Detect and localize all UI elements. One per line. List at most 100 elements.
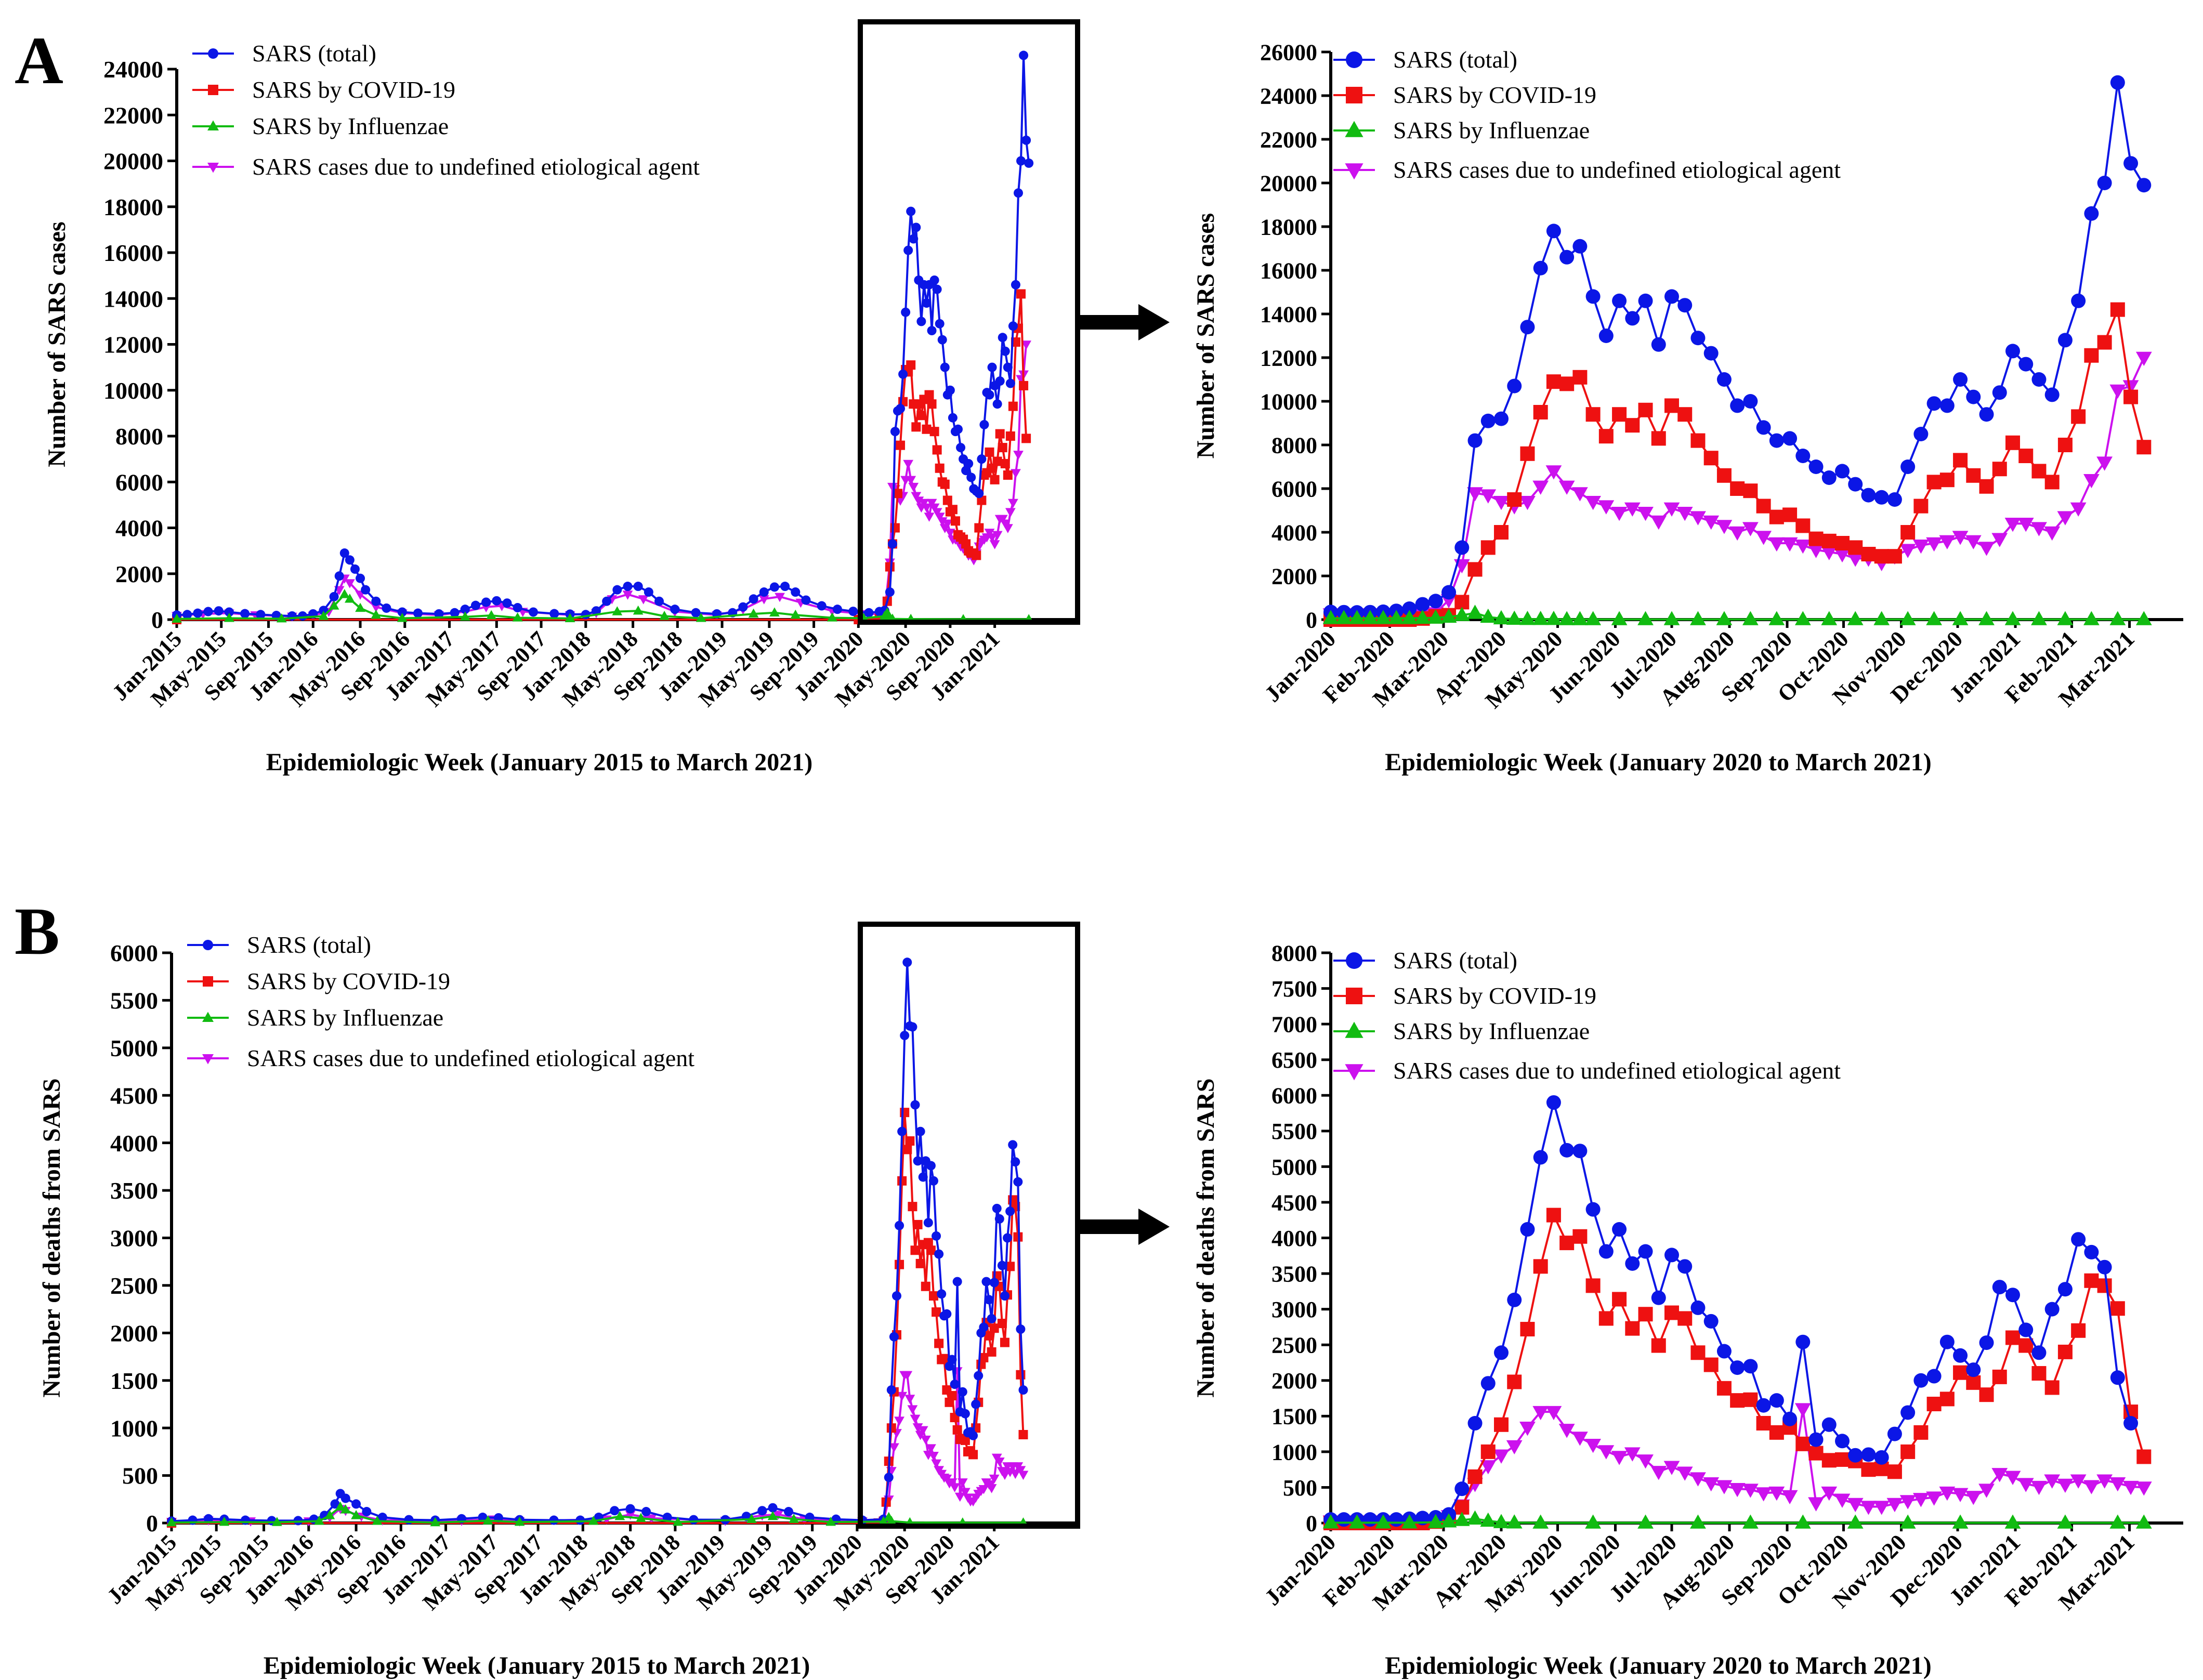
data-point xyxy=(1506,1440,1523,1455)
data-point xyxy=(482,1515,493,1525)
data-point xyxy=(1322,1514,1339,1529)
data-point xyxy=(2123,389,2139,404)
data-point xyxy=(945,385,955,395)
data-point xyxy=(917,1426,928,1436)
data-point xyxy=(1926,1397,1942,1412)
data-point xyxy=(623,582,633,592)
data-point xyxy=(992,399,1002,409)
data-point xyxy=(1401,610,1418,624)
data-point xyxy=(1650,1466,1667,1480)
legend-symbol xyxy=(1333,1021,1375,1038)
legend-marker xyxy=(207,120,219,130)
data-point xyxy=(1900,1405,1916,1420)
data-point xyxy=(641,1507,651,1517)
data-point xyxy=(1585,611,1602,625)
data-point xyxy=(2110,302,2125,317)
data-point xyxy=(2097,176,2112,190)
data-point xyxy=(2031,1366,2047,1381)
data-point xyxy=(377,1513,387,1522)
data-point xyxy=(1795,1334,1811,1349)
data-point xyxy=(1612,1222,1627,1237)
data-point xyxy=(1532,611,1549,625)
data-point xyxy=(952,1425,962,1435)
chart-a-right: 0 2000 4000 6000 8000 10000 12000 14000 16000 180… xyxy=(1192,40,2183,776)
data-point xyxy=(1558,611,1575,625)
data-point xyxy=(2084,1244,2099,1259)
y-tick-label: 14000 xyxy=(103,285,163,312)
data-point xyxy=(2135,1514,2152,1529)
data-point xyxy=(2044,387,2060,402)
data-point xyxy=(935,463,945,473)
data-point xyxy=(638,595,649,605)
data-point xyxy=(889,1443,899,1453)
data-point xyxy=(1730,1360,1745,1375)
data-point xyxy=(371,603,382,613)
data-point xyxy=(1494,1345,1509,1360)
data-point xyxy=(977,454,987,464)
data-point xyxy=(339,589,350,598)
data-point xyxy=(825,1516,836,1526)
data-point xyxy=(1887,492,1902,507)
y-tick-label: 7000 xyxy=(1271,1012,1317,1038)
data-point xyxy=(1834,1493,1851,1508)
y-tick-label: 2500 xyxy=(1271,1333,1317,1358)
data-point xyxy=(1467,433,1483,448)
data-point xyxy=(340,1493,350,1503)
data-point xyxy=(757,1506,767,1516)
data-point xyxy=(974,523,984,533)
data-point xyxy=(2083,474,2100,489)
legend: SARS (total) SARS by COVID-19 SARS by Infl… xyxy=(1333,46,1841,183)
data-point xyxy=(1743,483,1758,498)
data-point xyxy=(926,1161,936,1171)
data-point xyxy=(966,472,976,482)
data-point xyxy=(272,1517,282,1526)
data-point xyxy=(1002,524,1013,533)
data-point xyxy=(1769,1393,1784,1408)
x-axis-title: Epidemiologic Week (January 2020 to Marc… xyxy=(1385,749,1932,776)
data-point xyxy=(920,1435,931,1445)
data-point xyxy=(1769,433,1784,448)
data-point xyxy=(918,1172,928,1182)
data-point xyxy=(614,1511,625,1520)
data-point xyxy=(1848,540,1863,555)
data-point xyxy=(1835,464,1850,479)
data-point xyxy=(957,1478,968,1488)
data-point xyxy=(984,1295,994,1305)
data-point xyxy=(2123,156,2139,171)
y-tick-label: 4000 xyxy=(1271,1226,1317,1251)
data-point xyxy=(1010,1469,1021,1479)
data-point xyxy=(1676,1466,1693,1481)
data-point xyxy=(887,539,897,549)
data-point xyxy=(339,548,349,558)
y-tick-label: 20000 xyxy=(103,148,163,175)
legend-label: SARS by Influenzae xyxy=(252,113,449,139)
data-point xyxy=(1913,498,1929,514)
data-point xyxy=(903,245,913,255)
data-point xyxy=(2110,75,2125,90)
data-point xyxy=(1861,1447,1876,1462)
legend-marker xyxy=(1345,121,1363,137)
data-point xyxy=(324,1510,335,1519)
data-point xyxy=(1677,407,1693,422)
data-point xyxy=(864,608,874,618)
data-point xyxy=(1664,398,1679,413)
legend-marker xyxy=(1346,51,1362,68)
data-point xyxy=(1716,1344,1732,1359)
y-tick-label: 12000 xyxy=(1260,345,1317,371)
data-point xyxy=(276,613,287,623)
data-point xyxy=(926,498,937,508)
data-point xyxy=(1494,525,1509,540)
data-point xyxy=(193,608,203,618)
data-point xyxy=(1011,1157,1020,1167)
data-point xyxy=(1480,1444,1496,1459)
data-point xyxy=(1024,158,1034,168)
data-point xyxy=(673,1516,683,1526)
data-point xyxy=(985,447,994,457)
data-point xyxy=(335,1501,346,1511)
data-point xyxy=(1362,1512,1378,1527)
data-point xyxy=(1532,1514,1549,1529)
data-point xyxy=(2031,372,2047,387)
data-point xyxy=(182,610,192,620)
data-point xyxy=(913,496,924,506)
data-point xyxy=(351,1510,361,1519)
